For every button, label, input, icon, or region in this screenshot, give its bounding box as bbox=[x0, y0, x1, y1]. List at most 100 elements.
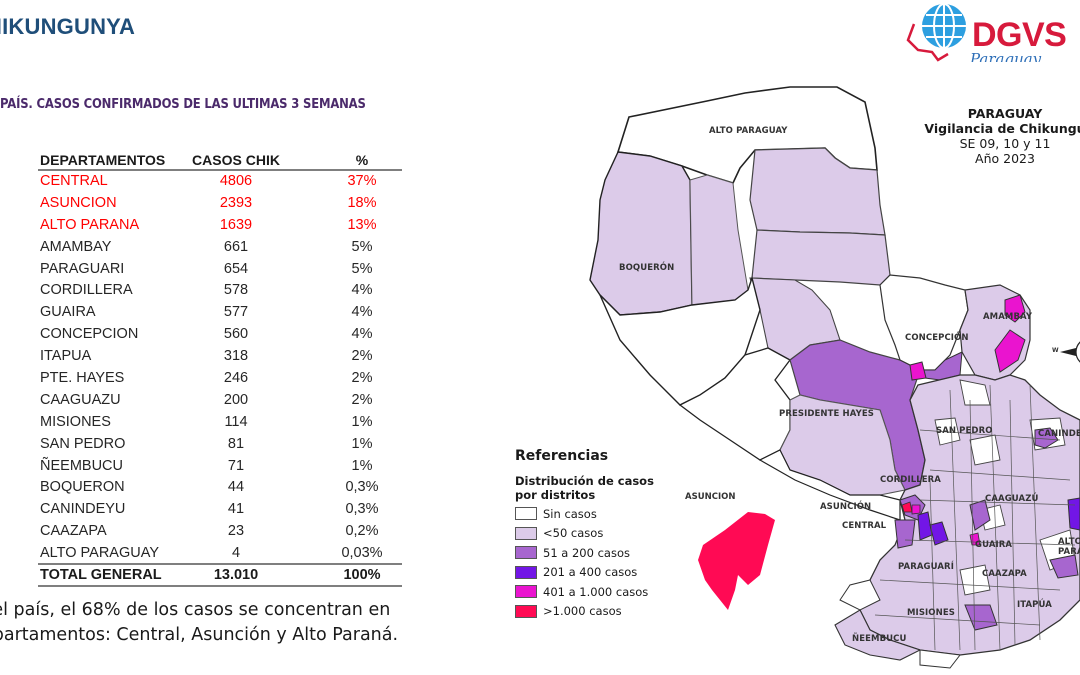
map-label-guaira: GUAIRA bbox=[975, 540, 1013, 550]
total-cases: 13.010 bbox=[180, 563, 292, 588]
map-label-concepcion: CONCEPCIÓN bbox=[905, 333, 969, 343]
table-row: PARAGUARI 654 5% bbox=[38, 258, 402, 280]
pct-cell: 5% bbox=[351, 260, 373, 277]
table-row: ASUNCION 2393 18% bbox=[38, 192, 402, 214]
map-label-misiones: MISIONES bbox=[907, 608, 955, 618]
paraguay-map bbox=[589, 86, 1080, 669]
dept-cell: GUAIRA bbox=[40, 304, 96, 321]
total-pct: 100% bbox=[292, 563, 402, 588]
map-title: PARAGUAY bbox=[967, 106, 1043, 121]
pct-cell: 2% bbox=[351, 391, 373, 408]
table-row: AMAMBAY 661 5% bbox=[38, 236, 402, 258]
table-row: CONCEPCION 560 4% bbox=[38, 323, 402, 345]
dept-cell: CAAGUAZU bbox=[40, 391, 121, 408]
compass-west-label: W bbox=[1052, 347, 1059, 354]
map-subtitle: Vigilancia de Chikungu bbox=[924, 121, 1080, 136]
cases-cell: 4806 bbox=[219, 173, 253, 190]
cases-cell: 1639 bbox=[219, 216, 253, 233]
dept-cell: CORDILLERA bbox=[40, 282, 133, 299]
table-row: ALTO PARAGUAY 4 0,03% bbox=[38, 542, 402, 564]
cases-cell: 23 bbox=[227, 523, 245, 540]
map-weeks: SE 09, 10 y 11 bbox=[959, 136, 1051, 151]
map-legend: Referencias Distribución de casos por di… bbox=[515, 448, 665, 621]
dept-cell: CENTRAL bbox=[40, 173, 108, 190]
pct-cell: 13% bbox=[347, 216, 377, 233]
column-header-departamentos: DEPARTAMENTOS bbox=[38, 148, 180, 171]
pct-cell: 0,03% bbox=[341, 544, 383, 561]
dept-cell: CAAZAPA bbox=[40, 523, 107, 540]
map-label-caazapa: CAAZAPA bbox=[982, 569, 1027, 579]
column-header-casos: CASOS CHIK bbox=[180, 148, 292, 171]
legend-item: 51 a 200 casos bbox=[515, 543, 665, 563]
dept-cell: ÑEEMBUCU bbox=[40, 457, 123, 474]
dept-cell: SAN PEDRO bbox=[40, 435, 126, 452]
cases-cell: 41 bbox=[227, 501, 245, 518]
cases-cell: 246 bbox=[223, 369, 249, 386]
compass-icon bbox=[1060, 341, 1080, 363]
cases-cell: 560 bbox=[223, 326, 249, 343]
cases-cell: 2393 bbox=[219, 194, 253, 211]
map-label-alto-parana: ALTO PARANÁ bbox=[1058, 537, 1080, 557]
page-title: HIKUNGUNYA bbox=[0, 14, 136, 39]
cases-cell: 577 bbox=[223, 304, 249, 321]
table-row: CAAZAPA 23 0,2% bbox=[38, 520, 402, 542]
dept-cell: AMAMBAY bbox=[40, 238, 112, 255]
pct-cell: 0,2% bbox=[345, 523, 379, 540]
cases-cell: 578 bbox=[223, 282, 249, 299]
cases-cell: 318 bbox=[223, 348, 249, 365]
pct-cell: 0,3% bbox=[345, 479, 379, 496]
legend-item: 201 a 400 casos bbox=[515, 563, 665, 583]
cases-table: DEPARTAMENTOS CASOS CHIK % CENTRAL 4806 37… bbox=[38, 148, 402, 588]
legend-swatch bbox=[515, 507, 537, 521]
map-label-asuncion: ASUNCIÓN bbox=[820, 502, 872, 512]
legend-title: Referencias bbox=[515, 448, 609, 464]
table-row: BOQUERON 44 0,3% bbox=[38, 476, 402, 498]
pct-cell: 1% bbox=[351, 435, 373, 452]
cases-cell: 71 bbox=[227, 457, 245, 474]
legend-swatch bbox=[515, 585, 537, 599]
dept-cell: MISIONES bbox=[40, 413, 111, 430]
pct-cell: 4% bbox=[351, 304, 373, 321]
table-row: CORDILLERA 578 4% bbox=[38, 279, 402, 301]
legend-item: <50 casos bbox=[515, 524, 665, 544]
legend-swatch bbox=[515, 546, 537, 560]
map-label-alto-paraguay: ALTO PARAGUAY bbox=[709, 126, 788, 136]
map-label-san-pedro: SAN PEDRO bbox=[936, 426, 993, 436]
pct-cell: 37% bbox=[347, 173, 377, 190]
column-header-percent: % bbox=[292, 148, 402, 171]
cases-cell: 81 bbox=[227, 435, 245, 452]
cases-cell: 661 bbox=[223, 238, 249, 255]
globe-icon bbox=[906, 3, 966, 62]
section-subtitle: PAÍS. CASOS CONFIRMADOS DE LAS ULTIMAS 3… bbox=[0, 96, 366, 112]
legend-label: >1.000 casos bbox=[543, 604, 622, 619]
legend-swatch bbox=[515, 604, 537, 618]
dept-cell: CONCEPCION bbox=[40, 326, 139, 343]
map-label-cordillera: CORDILLERA bbox=[880, 475, 941, 485]
legend-label: 401 a 1.000 casos bbox=[543, 584, 649, 599]
pct-cell: 4% bbox=[351, 326, 373, 343]
dgvs-logo: DGVS Paraguay bbox=[900, 2, 1080, 77]
dept-cell: PARAGUARI bbox=[40, 260, 125, 277]
summary-line-1: vel país, el 68% de los casos se concent… bbox=[0, 600, 391, 620]
legend-item: 401 a 1.000 casos bbox=[515, 582, 665, 602]
pct-cell: 1% bbox=[351, 413, 373, 430]
map-label-central: CENTRAL bbox=[842, 521, 887, 531]
logo-text: DGVS bbox=[972, 16, 1067, 54]
dept-cell: PTE. HAYES bbox=[40, 369, 125, 386]
table-total-row: TOTAL GENERAL 13.010 100% bbox=[38, 563, 402, 588]
table-row: SAN PEDRO 81 1% bbox=[38, 433, 402, 455]
table-row: MISIONES 114 1% bbox=[38, 411, 402, 433]
map-label-canindeyu: CANINDEYU bbox=[1038, 429, 1080, 439]
map-label-boqueron: BOQUERÓN bbox=[619, 263, 675, 273]
map-label-presidente-hayes: PRESIDENTE HAYES bbox=[779, 409, 874, 419]
cases-cell: 114 bbox=[224, 413, 248, 430]
dept-cell: ASUNCION bbox=[40, 194, 117, 211]
legend-item: >1.000 casos bbox=[515, 602, 665, 622]
map-year: Año 2023 bbox=[975, 151, 1035, 166]
map-title-block: PARAGUAY Vigilancia de Chikungu SE 09, 1… bbox=[905, 106, 1080, 166]
map-label-paraguari: PARAGUARÍ bbox=[898, 562, 954, 572]
table-row: ALTO PARANA 1639 13% bbox=[38, 214, 402, 236]
pct-cell: 5% bbox=[351, 238, 373, 255]
asuncion-inset-shape bbox=[698, 512, 775, 610]
dept-cell: ITAPUA bbox=[40, 348, 92, 365]
